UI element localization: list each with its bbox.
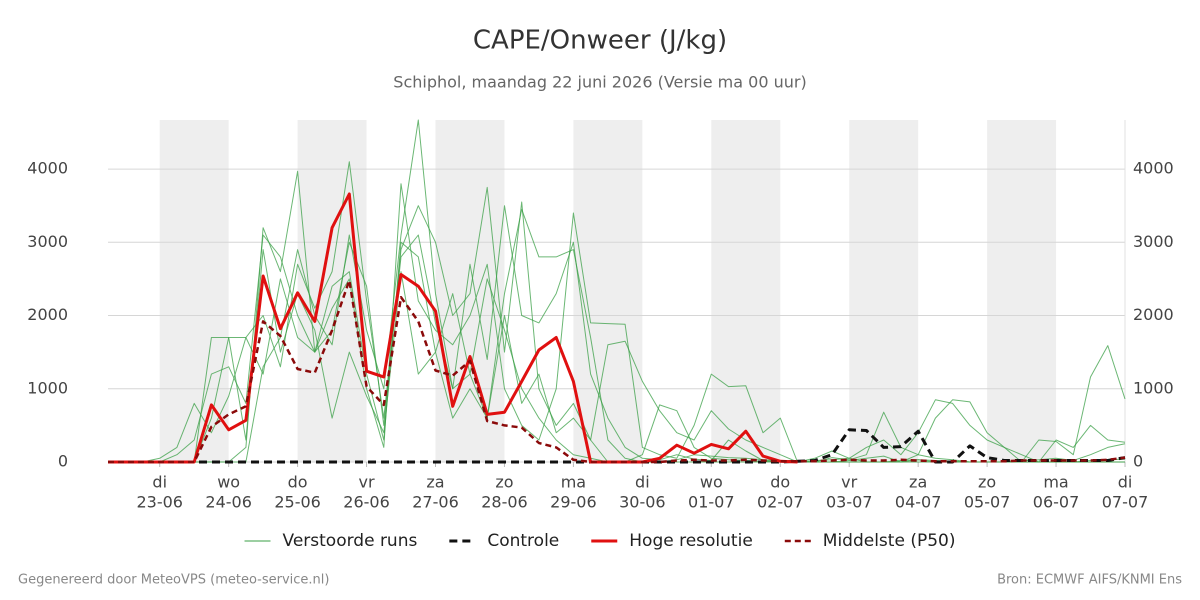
- x-tick-label: 29-06: [550, 493, 597, 512]
- legend: Verstoorde runs Controle Hoge resolutie Mid…: [244, 531, 956, 551]
- x-tick-day: do: [288, 473, 308, 492]
- day-band: [711, 120, 781, 462]
- x-tick-label: 03-07: [826, 493, 873, 512]
- chart-subtitle: Schiphol, maandag 22 juni 2026 (Versie m…: [393, 73, 806, 92]
- x-tick-day: ma: [561, 473, 586, 492]
- x-tick-label: 27-06: [412, 493, 459, 512]
- y2-tick-label: 3000: [1133, 232, 1174, 251]
- footer-right: Bron: ECMWF AIFS/KNMI Ens: [997, 573, 1182, 588]
- x-tick-day: do: [770, 473, 790, 492]
- y2-tick-label: 2000: [1133, 305, 1174, 324]
- x-tick-day: wo: [217, 473, 240, 492]
- day-band: [159, 120, 229, 462]
- day-band: [849, 120, 919, 462]
- y-tick-label: 0: [58, 452, 68, 471]
- legend-label: Controle: [487, 531, 559, 551]
- legend-label: Verstoorde runs: [283, 531, 418, 551]
- x-tick-label: 24-06: [205, 493, 252, 512]
- x-tick-label: 04-07: [895, 493, 942, 512]
- y-tick-label: 2000: [27, 305, 68, 324]
- ensemble-line: [108, 183, 1126, 463]
- day-band: [987, 120, 1057, 462]
- x-tick-day: vr: [359, 473, 375, 492]
- x-tick-label: 30-06: [619, 493, 666, 512]
- x-tick-day: di: [152, 473, 167, 492]
- x-tick-day: di: [1118, 473, 1133, 492]
- x-tick-day: wo: [700, 473, 723, 492]
- x-tick-label: 25-06: [274, 493, 321, 512]
- x-tick-label: 07-07: [1102, 493, 1149, 512]
- legend-label: Middelste (P50): [823, 531, 956, 551]
- x-tick-label: 01-07: [688, 493, 735, 512]
- day-band: [573, 120, 643, 462]
- y-tick-label: 1000: [27, 378, 68, 397]
- x-tick-label: 28-06: [481, 493, 528, 512]
- y-tick-label: 3000: [27, 232, 68, 251]
- x-tick-day: di: [635, 473, 650, 492]
- legend-label: Hoge resolutie: [629, 531, 753, 551]
- x-tick-day: vr: [841, 473, 857, 492]
- x-tick-label: 23-06: [136, 493, 183, 512]
- y2-tick-label: 0: [1133, 452, 1143, 471]
- footer-left: Gegenereerd door MeteoVPS (meteo-service…: [18, 573, 329, 588]
- y-tick-label: 4000: [27, 159, 68, 178]
- x-tick-label: 26-06: [343, 493, 390, 512]
- x-tick-day: ma: [1043, 473, 1068, 492]
- y2-tick-label: 1000: [1133, 378, 1174, 397]
- y2-tick-label: 4000: [1133, 159, 1174, 178]
- x-tick-day: za: [426, 473, 444, 492]
- series-line: [108, 279, 1126, 464]
- x-tick-day: zo: [978, 473, 996, 492]
- x-tick-label: 05-07: [964, 493, 1011, 512]
- x-tick-label: 06-07: [1033, 493, 1080, 512]
- x-tick-label: 02-07: [757, 493, 804, 512]
- chart-title: CAPE/Onweer (J/kg): [473, 26, 727, 56]
- x-tick-day: zo: [495, 473, 513, 492]
- series-line: [108, 192, 798, 464]
- x-tick-day: za: [909, 473, 927, 492]
